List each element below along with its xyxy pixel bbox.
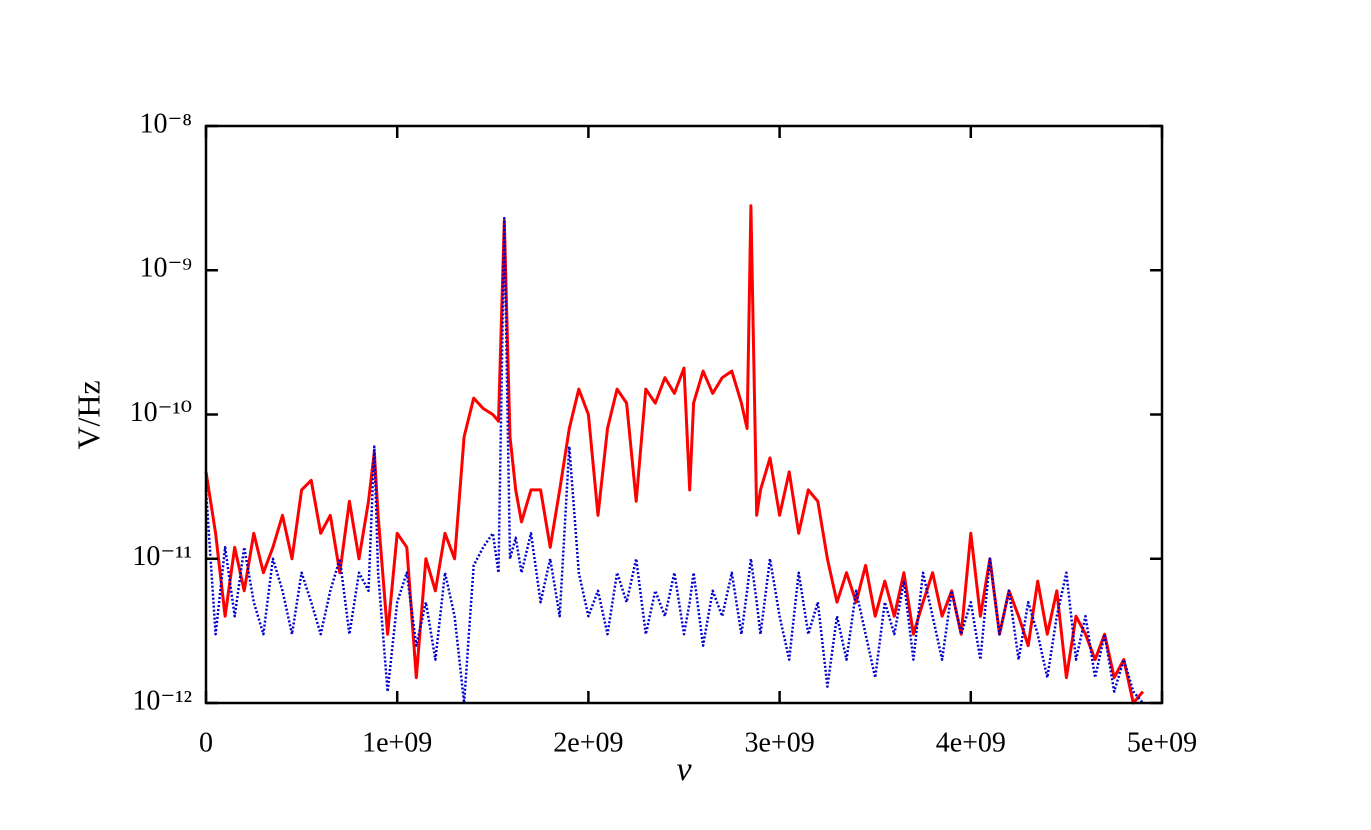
- y-tick-label: 10⁻⁹: [139, 253, 192, 284]
- x-tick-label: 5e+09: [1127, 727, 1197, 758]
- series-line: [204, 216, 1144, 705]
- x-axis-label: ν: [676, 751, 692, 788]
- y-tick-label: 10⁻¹⁰: [130, 397, 192, 428]
- y-tick-label: 10⁻¹¹: [132, 541, 192, 572]
- y-tick-label: 10⁻⁸: [139, 108, 192, 139]
- x-tick-label: 3e+09: [744, 727, 814, 758]
- y-tick-label: 10⁻¹²: [132, 685, 192, 716]
- series-line: [204, 204, 1145, 705]
- x-tick-label: 0: [199, 727, 213, 758]
- x-tick-label: 4e+09: [936, 727, 1006, 758]
- x-tick-label: 2e+09: [553, 727, 623, 758]
- y-axis-label: V/Hz: [70, 380, 106, 449]
- x-tick-label: 1e+09: [362, 727, 432, 758]
